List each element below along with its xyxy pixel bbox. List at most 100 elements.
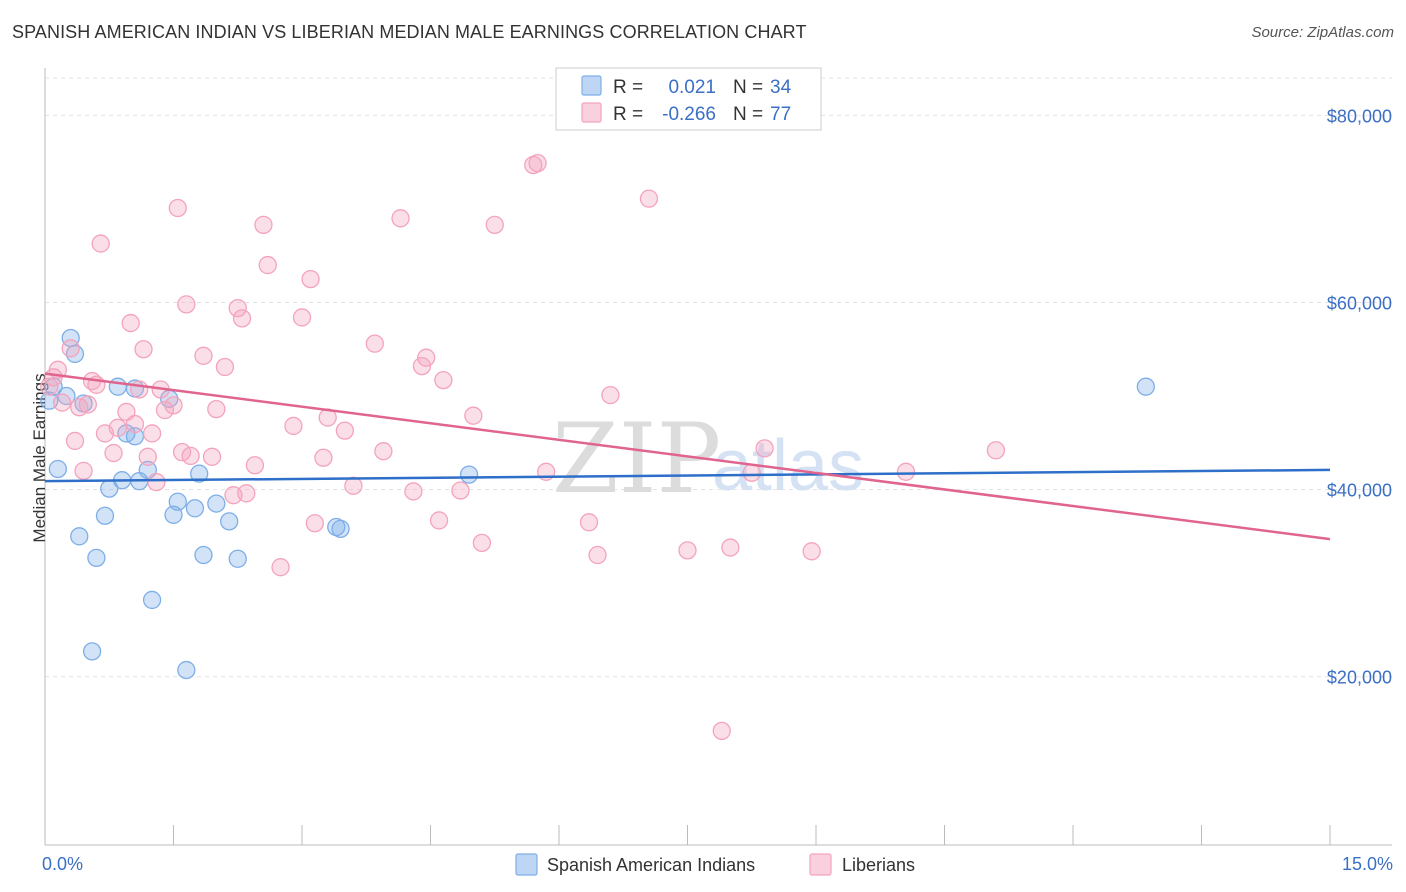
spanish-american-indian-point [1136,377,1155,396]
liberian-point [177,295,196,314]
liberian-point [485,215,504,235]
spanish-american-indian-point [70,527,89,546]
y-axis-label: Median Male Earnings [30,373,49,542]
spanish-american-indian-point [108,377,127,396]
liberian-point [404,482,423,501]
spanish-american-indian-point [177,660,196,680]
stats-swatch [581,75,602,96]
liberian-point [138,447,157,466]
y-tick-label: $20,000 [1327,668,1392,688]
liberian-point [65,431,85,451]
stat-r-value: 0.021 [668,77,716,98]
x-tick-label: 15.0% [1342,854,1393,874]
spanish-american-indian-point [220,512,239,531]
y-tick-labels: $20,000 $40,000 $60,000 $80,000 [1327,106,1392,687]
gridlines [45,77,1392,678]
liberian-point [271,558,290,577]
spanish-american-indian-point [87,548,106,567]
liberian-point [147,472,166,492]
stat-n-label: N = [733,77,763,98]
liberian-point [305,514,325,533]
spanish-american-indian-point [185,499,205,518]
spanish-american-indian-point [142,590,162,610]
legend-swatch [809,853,832,876]
liberian-point [344,476,363,495]
spanish-american-indian-point [48,459,67,479]
legend-swatch [515,853,538,876]
spanish-american-indian-point [82,642,102,661]
y-tick-label: $80,000 [1327,106,1392,126]
liberian-point [232,309,252,328]
spanish-american-indian-point [194,545,213,565]
liberian-point [194,346,213,365]
liberian-point [155,400,175,420]
liberian-point [181,446,200,466]
source-label: Source: ZipAtlas.com [1251,24,1394,41]
liberian-point [61,339,80,358]
stat-r-value: -0.266 [662,104,716,125]
legend-label: Spanish American Indians [547,855,755,875]
liberian-trend-line [44,372,1331,541]
spanish-american-indian-point [459,465,479,484]
axes [44,68,1392,846]
stat-n-label: N = [733,104,763,125]
liberian-point [391,209,410,228]
y-tick-label: $60,000 [1327,293,1392,313]
liberian-point [245,456,265,475]
liberian-point [254,215,273,235]
spanish-american-indian-point [228,549,247,568]
spanish-american-indian-point [44,377,63,396]
liberian-point [742,463,761,482]
liberian-point [365,334,384,353]
liberian-point [91,234,110,253]
liberian-point [207,399,226,419]
liberian-point [678,541,697,560]
stat-r-label: R = [613,104,643,125]
liberian-point [802,542,821,561]
series-legend: Spanish American Indians Liberians [515,853,915,876]
liberian-point [202,447,222,466]
liberian-point [52,393,72,412]
liberian-point [258,255,277,275]
x-tick-label: 0.0% [42,854,83,874]
stat-n-value: 34 [770,77,792,98]
liberian-point [237,484,256,503]
stat-n-value: 77 [770,104,791,125]
liberian-point [134,340,153,359]
liberian-point [528,153,547,173]
liberian-point [142,424,162,443]
liberian-point [579,513,599,532]
trend-lines [44,372,1331,541]
liberian-point [40,377,59,396]
liberian-point [228,298,247,318]
liberian-point [429,511,449,530]
watermark-zip: ZIP [552,403,721,515]
liberian-point [464,406,483,425]
stat-r-label: R = [613,77,643,98]
liberian-point [125,414,145,434]
x-tick-labels: 0.0% 15.0% [42,854,1393,874]
liberian-point [292,308,312,327]
liberian-point [164,396,183,415]
stats-legend: R = 0.021 N = 34 R = -0.266 N = 77 [555,67,822,131]
liberian-point [130,380,149,399]
liberian-point [588,545,607,565]
liberian-point [601,385,620,405]
liberian-point [755,439,774,458]
liberian-point [417,348,436,367]
liberian-point [434,370,453,390]
liberian-point [374,442,393,461]
liberian-point [104,443,123,463]
liberian-point [721,538,740,557]
liberian-point [896,462,916,481]
liberian-point [78,395,97,414]
liberian-point [412,356,432,376]
liberian-point [215,357,235,377]
liberian-point [284,416,303,436]
liberian-point [301,269,320,289]
liberian-point [639,189,659,208]
liberian-point [451,481,470,500]
watermark-atlas: atlas [712,426,864,506]
legend-label: Liberians [842,855,915,875]
